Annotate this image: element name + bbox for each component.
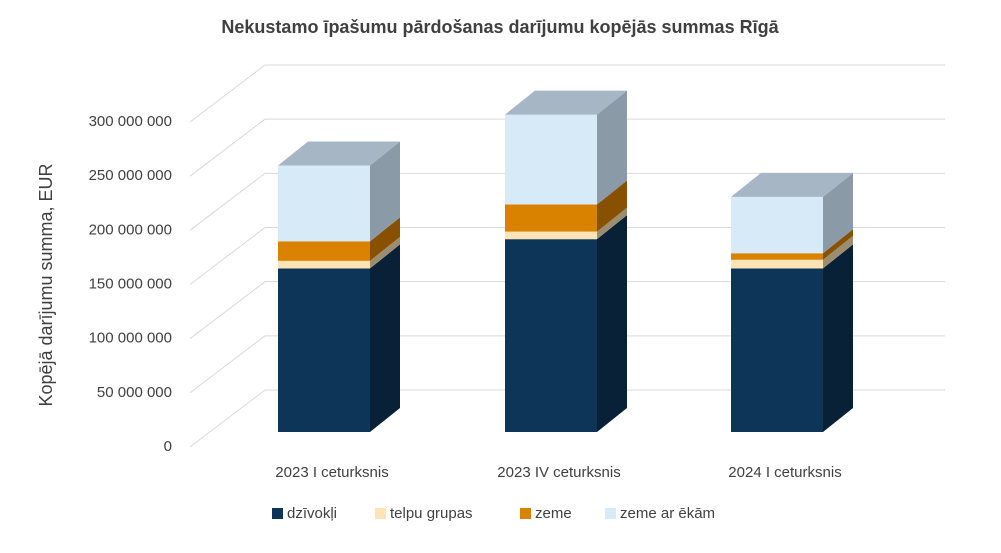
bar-side [823, 172, 853, 254]
bar-segment [731, 229, 853, 260]
grid-line [189, 172, 945, 231]
bar-segment [505, 180, 627, 232]
grid-line [189, 281, 945, 340]
grid-line [189, 64, 945, 123]
x-tick-label: 2024 I ceturksnis [728, 464, 841, 481]
bar-side [370, 217, 400, 261]
legend-swatch [375, 508, 386, 519]
bar-side [823, 235, 853, 269]
bar-front [278, 268, 370, 432]
y-tick-label: 150 000 000 [89, 275, 172, 292]
bar-front [731, 196, 823, 254]
bar-top [505, 90, 627, 115]
bar-segment [278, 141, 400, 242]
bar-front [731, 268, 823, 432]
bar-segment [505, 207, 627, 240]
bar-front [731, 253, 823, 260]
chart-title: Nekustamo īpašumu pārdošanas darījumu ko… [221, 17, 779, 37]
bar-segment [278, 217, 400, 261]
bar-side [597, 180, 627, 232]
y-tick-label: 250 000 000 [89, 167, 172, 184]
bar-side [823, 229, 853, 260]
bar-segment [505, 215, 627, 432]
y-tick-label: 200 000 000 [89, 221, 172, 238]
bar-front [278, 260, 370, 269]
legend-swatch [605, 508, 616, 519]
bar-front [505, 114, 597, 205]
bar-front [505, 204, 597, 232]
legend-label: dzīvokļi [287, 505, 337, 522]
bar-segment [731, 244, 853, 432]
bar-segment [731, 235, 853, 269]
bar-side [597, 207, 627, 240]
grid-line [189, 227, 945, 285]
bar-front [278, 165, 370, 242]
bar-front [505, 231, 597, 240]
x-tick-label: 2023 IV ceturksnis [497, 464, 620, 481]
bar-segment [278, 244, 400, 432]
bar-front [278, 241, 370, 261]
legend-label: zeme ar ēkām [620, 505, 715, 522]
bar-side [370, 141, 400, 242]
bar-segment [505, 90, 627, 205]
legend-swatch [520, 508, 531, 519]
y-tick-label: 0 [164, 438, 172, 455]
bar-segment [278, 236, 400, 269]
bar-top [731, 172, 853, 197]
bar-front [731, 259, 823, 269]
grid-line [189, 118, 945, 177]
y-axis-label: Kopējā darījumu summa, EUR [36, 163, 56, 406]
x-tick-label: 2023 I ceturksnis [275, 464, 388, 481]
y-tick-label: 300 000 000 [89, 113, 172, 130]
bar-side [823, 244, 853, 432]
y-tick-label: 100 000 000 [89, 330, 172, 347]
grid-line [189, 335, 945, 394]
bar-side [370, 244, 400, 432]
bar-side [370, 236, 400, 269]
grid-line [189, 389, 945, 448]
legend-swatch [272, 508, 283, 519]
legend-label: telpu grupas [390, 505, 473, 522]
y-tick-label: 50 000 000 [97, 384, 172, 401]
legend-label: zeme [535, 505, 572, 522]
bar-top [278, 141, 400, 166]
bar-side [597, 90, 627, 205]
bar-front [505, 239, 597, 432]
bar-segment [731, 172, 853, 254]
bar-side [597, 215, 627, 432]
